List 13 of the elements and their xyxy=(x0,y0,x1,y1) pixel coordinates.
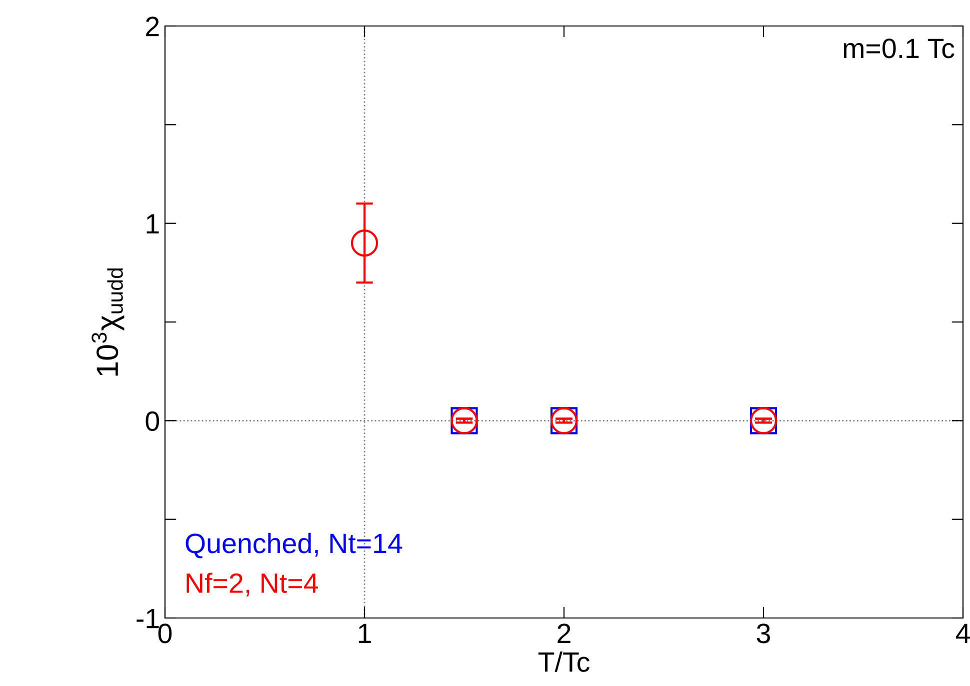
x-tick-label: 4 xyxy=(956,624,970,643)
y-tick-label: -1 xyxy=(136,608,159,628)
x-tick-label: 3 xyxy=(756,624,770,644)
y-tick-label: 0 xyxy=(146,411,160,432)
x-axis-title: T/Tc xyxy=(538,652,590,672)
text: Nf=2, Nt=4 xyxy=(186,572,318,596)
text: Quenched, Nt=14 xyxy=(186,532,402,558)
x-tick-label: 1 xyxy=(358,624,371,643)
y-tick-label: 2 xyxy=(146,16,159,36)
y-tick-label: 1 xyxy=(146,214,159,234)
annotation: m=0.1 Tc xyxy=(844,38,954,58)
y-axis-title: 10$^{3}$χ$_{uudd}$ xyxy=(92,268,124,376)
x-tick-label: 2 xyxy=(558,624,570,643)
